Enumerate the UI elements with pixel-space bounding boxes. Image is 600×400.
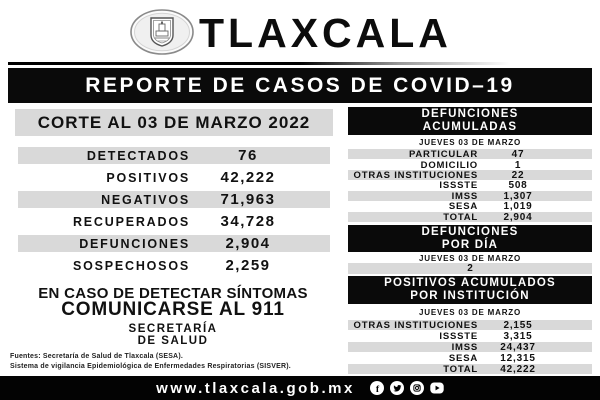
facebook-icon[interactable]: f — [369, 381, 384, 395]
stat-label: RECUPERADOS — [72, 214, 190, 229]
stat-row-negativos: NEGATIVOS 71,963 — [18, 191, 330, 208]
row-value: 12,315 — [500, 352, 536, 364]
instagram-icon[interactable] — [409, 381, 424, 395]
row-label: OTRAS INSTITUCIONES — [353, 169, 478, 181]
youtube-icon[interactable] — [430, 381, 444, 395]
page-title: TLAXCALA — [199, 10, 452, 56]
sources-line2: Sistema de vigilancia Epidemiológica de … — [10, 363, 291, 370]
deaths-per-day-header: DEFUNCIONES POR DÍA — [348, 225, 592, 252]
deaths-accumulated-date: JUEVES 03 DE MARZO — [419, 138, 521, 147]
government-url[interactable]: www.tlaxcala.gob.mx — [156, 379, 355, 397]
section-title-line2: POR INSTITUCIÓN — [410, 290, 530, 302]
stat-label: SOSPECHOSOS — [72, 258, 190, 273]
row-label: DOMICILIO — [420, 159, 478, 171]
row-label: TOTAL — [443, 211, 478, 223]
deaths-row-domicilio: DOMICILIO 1 — [348, 159, 592, 171]
stat-value: 2,259 — [225, 257, 271, 274]
report-banner-title: REPORTE DE CASOS DE COVID–19 — [8, 68, 592, 103]
deaths-per-day-date: JUEVES 03 DE MARZO — [419, 254, 521, 263]
row-value: 508 — [508, 179, 528, 191]
row-label: IMSS — [451, 341, 478, 353]
deaths-accumulated-header: DEFUNCIONES ACUMULADAS — [348, 107, 592, 135]
row-value: 2,904 — [503, 211, 533, 223]
deaths-row-otras-instituciones: OTRAS INSTITUCIONES 22 — [348, 169, 592, 181]
row-value: 3,315 — [503, 330, 533, 342]
deaths-row-total: TOTAL 2,904 — [348, 211, 592, 223]
positives-row-issste: ISSSTE 3,315 — [348, 330, 592, 342]
row-value: 42,222 — [500, 363, 536, 375]
stat-value: 71,963 — [220, 191, 276, 208]
symptoms-notice-line2: COMUNICARSE AL 911 — [61, 299, 285, 320]
row-value: 22 — [511, 169, 525, 181]
positives-row-sesa: SESA 12,315 — [348, 352, 592, 364]
row-label: ISSSTE — [439, 330, 478, 342]
section-title-line1: DEFUNCIONES — [421, 225, 519, 238]
stat-row-recuperados: RECUPERADOS 34,728 — [18, 213, 330, 230]
secretary-of-health-line1: SECRETARÍA — [128, 323, 218, 335]
sources-line1: Fuentes: Secretaría de Salud de Tlaxcala… — [10, 353, 183, 360]
svg-text:f: f — [376, 384, 380, 395]
cutoff-date-header: CORTE AL 03 DE MARZO 2022 — [15, 109, 333, 136]
row-value: 1,307 — [503, 190, 533, 202]
stat-value: 76 — [238, 147, 258, 164]
stat-label: NEGATIVOS — [101, 192, 190, 207]
secretary-of-health-line2: DE SALUD — [137, 335, 209, 347]
symptoms-notice-line1: EN CASO DE DETECTAR SÍNTOMAS — [38, 285, 308, 302]
positives-by-institution-header: POSITIVOS ACUMULADOS POR INSTITUCIÓN — [348, 276, 592, 304]
stat-label: DEFUNCIONES — [79, 236, 190, 251]
stat-value: 34,728 — [220, 213, 276, 230]
positives-date: JUEVES 03 DE MARZO — [419, 308, 521, 317]
row-label: TOTAL — [443, 363, 478, 375]
stat-row-sospechosos: SOSPECHOSOS 2,259 — [18, 257, 330, 274]
stat-row-defunciones: DEFUNCIONES 2,904 — [18, 235, 330, 252]
deaths-row-issste: ISSSTE 508 — [348, 179, 592, 191]
social-icons: f — [369, 381, 444, 395]
row-label: PARTICULAR — [408, 148, 478, 160]
row-value: 2,155 — [503, 319, 533, 331]
row-value: 1,019 — [503, 200, 533, 212]
stat-value: 42,222 — [220, 169, 276, 186]
deaths-row-sesa: SESA 1,019 — [348, 200, 592, 212]
footer-bar: www.tlaxcala.gob.mx f — [0, 376, 600, 400]
twitter-icon[interactable] — [389, 381, 404, 395]
section-title-line1: POSITIVOS ACUMULADOS — [384, 277, 556, 289]
gradient-divider — [8, 62, 510, 65]
positives-row-imss: IMSS 24,437 — [348, 341, 592, 353]
deaths-row-particular: PARTICULAR 47 — [348, 148, 592, 160]
deaths-row-imss: IMSS 1,307 — [348, 190, 592, 202]
positives-row-otras-instituciones: OTRAS INSTITUCIONES 2,155 — [348, 319, 592, 331]
stat-label: DETECTADOS — [86, 148, 190, 163]
positives-row-total: TOTAL 42,222 — [348, 363, 592, 375]
row-label: SESA — [448, 352, 478, 364]
row-label: OTRAS INSTITUCIONES — [353, 319, 478, 331]
tlaxcala-coat-of-arms-icon — [129, 8, 195, 61]
stat-row-positivos: POSITIVOS 42,222 — [18, 169, 330, 186]
row-label: IMSS — [451, 190, 478, 202]
stat-value: 2,904 — [225, 235, 271, 252]
section-title-line2: POR DÍA — [441, 238, 499, 251]
row-value: 24,437 — [500, 341, 536, 353]
section-title-line2: ACUMULADAS — [422, 121, 518, 133]
deaths-per-day-value: 2 — [348, 263, 592, 274]
stat-row-detectados: DETECTADOS 76 — [18, 147, 330, 164]
stat-label: POSITIVOS — [106, 170, 190, 185]
row-value: 47 — [511, 148, 525, 160]
section-title-line1: DEFUNCIONES — [421, 108, 519, 120]
row-label: ISSSTE — [439, 179, 478, 191]
row-value: 1 — [514, 159, 522, 171]
row-label: SESA — [448, 200, 478, 212]
